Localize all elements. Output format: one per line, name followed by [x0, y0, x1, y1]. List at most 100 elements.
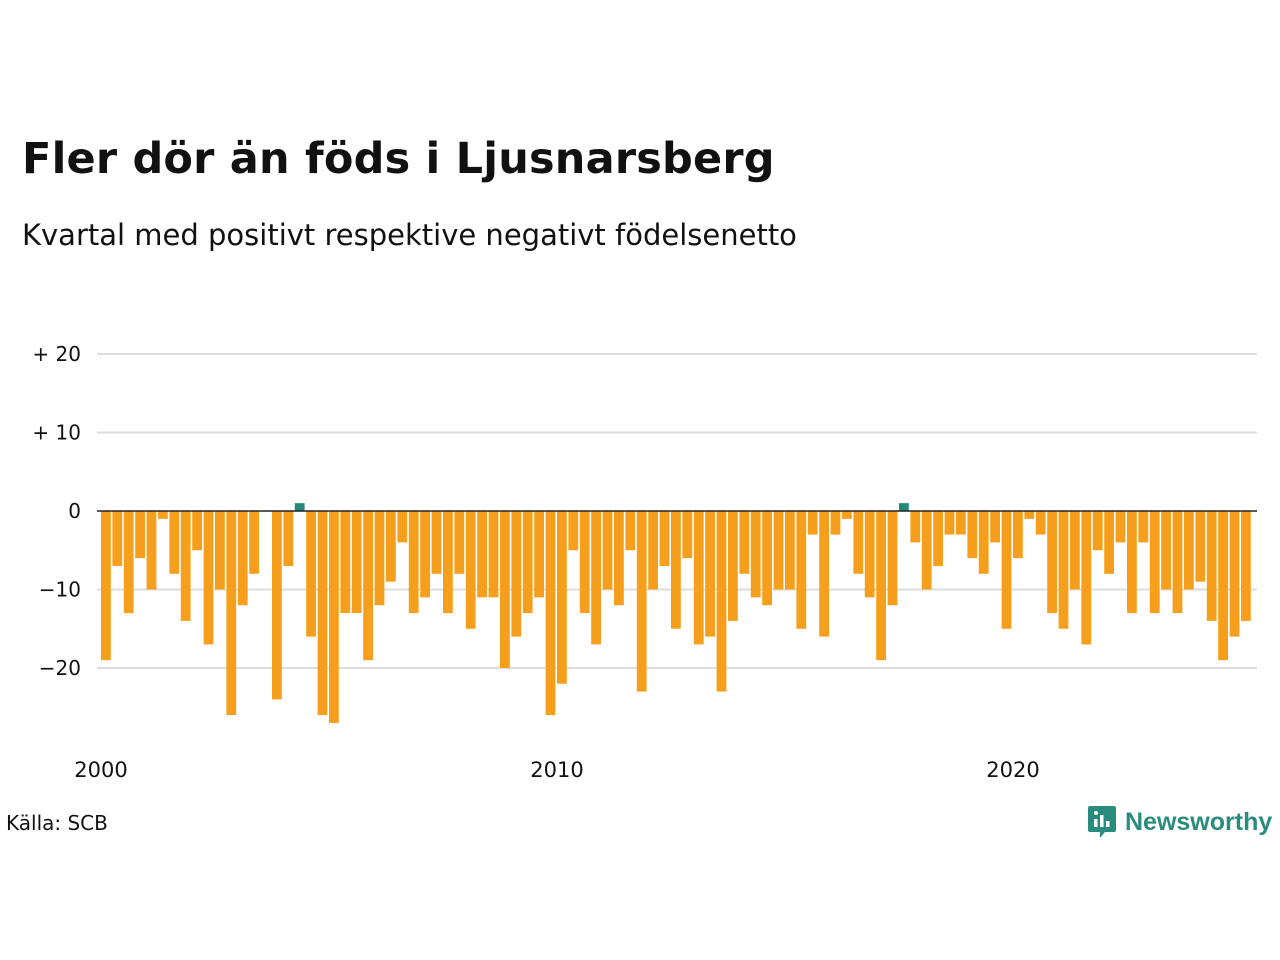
bar-negative: [1024, 511, 1035, 519]
bar-negative: [112, 511, 123, 566]
bar-negative: [420, 511, 430, 598]
bar-negative: [522, 511, 533, 614]
x-tick-label: 2000: [74, 758, 127, 782]
bar-negative: [215, 511, 225, 590]
bar-negative: [1195, 511, 1206, 582]
bar-negative: [226, 511, 237, 716]
bar-negative: [796, 511, 807, 629]
y-tick-label: −20: [39, 656, 81, 680]
bar-negative: [408, 511, 419, 614]
bar-negative: [568, 511, 579, 551]
bar-negative: [944, 511, 955, 535]
bar-negative: [693, 511, 704, 645]
newsworthy-logo: Newsworthy: [1087, 804, 1272, 840]
bar-negative: [671, 511, 681, 629]
bar-negative: [956, 511, 966, 535]
bar-negative: [443, 511, 453, 614]
bar-negative: [1127, 511, 1137, 614]
bar-negative: [785, 511, 795, 590]
bar-negative: [967, 511, 978, 559]
bar-negative: [830, 511, 841, 535]
bar-negative: [1241, 511, 1251, 621]
bar-negative: [545, 511, 556, 716]
y-tick-label: + 20: [32, 342, 81, 366]
bar-negative: [819, 511, 829, 637]
newsworthy-logo-icon: [1088, 806, 1116, 838]
bar-negative: [1092, 511, 1103, 551]
bar-negative: [636, 511, 647, 692]
bar-negative: [374, 511, 385, 606]
bar-negative: [1138, 511, 1149, 543]
bar-negative: [511, 511, 522, 637]
bar-negative: [317, 511, 328, 716]
bar-negative: [351, 511, 362, 614]
bar-negative: [386, 511, 396, 582]
bar-negative: [192, 511, 202, 551]
bar-negative: [728, 511, 738, 621]
bar-negative: [921, 511, 932, 590]
bar-negative: [488, 511, 499, 598]
bar-negative: [272, 511, 282, 700]
bar-negative: [1058, 511, 1069, 629]
y-tick-label: + 10: [32, 421, 81, 445]
x-tick-label: 2020: [986, 758, 1039, 782]
bar-negative: [1104, 511, 1114, 574]
bar-negative: [306, 511, 316, 637]
bar-negative: [477, 511, 487, 598]
bar-negative: [180, 511, 191, 621]
bar-positive: [899, 503, 909, 511]
bar-negative: [579, 511, 590, 614]
bar-negative: [1229, 511, 1240, 637]
x-tick-label: 2010: [530, 758, 583, 782]
bar-negative: [705, 511, 715, 637]
bar-negative: [876, 511, 886, 661]
bar-negative: [123, 511, 134, 614]
bar-negative: [237, 511, 248, 606]
y-tick-label: 0: [68, 499, 81, 523]
bar-negative: [910, 511, 921, 543]
bar-negative: [864, 511, 875, 598]
bar-negative: [169, 511, 180, 574]
source-label: Källa: SCB: [6, 811, 108, 835]
bar-negative: [853, 511, 864, 574]
bar-negative: [1206, 511, 1217, 621]
bar-negative: [602, 511, 613, 590]
bar-negative: [431, 511, 442, 574]
bar-positive: [294, 503, 305, 511]
bar-negative: [1184, 511, 1194, 590]
y-tick-label: −10: [39, 578, 81, 602]
bar-negative: [887, 511, 898, 606]
bar-negative: [1081, 511, 1092, 645]
bar-negative: [249, 511, 259, 574]
bar-negative: [1035, 511, 1046, 535]
bar-negative: [1161, 511, 1171, 590]
bar-negative: [978, 511, 989, 574]
bar-negative: [762, 511, 772, 606]
bar-negative: [500, 511, 510, 668]
bar-negative: [101, 511, 111, 661]
bars: [101, 503, 1251, 723]
bar-negative: [933, 511, 943, 566]
x-axis-ticks: 2000 2010 2020: [74, 758, 1039, 782]
bar-negative: [329, 511, 339, 723]
bar-negative: [203, 511, 214, 645]
bar-negative: [1047, 511, 1057, 614]
bar-negative: [397, 511, 408, 543]
bar-negative: [340, 511, 351, 614]
logo-text: Newsworthy: [1125, 807, 1273, 836]
bar-negative: [363, 511, 373, 661]
bar-negative: [1172, 511, 1183, 614]
bar-negative: [591, 511, 601, 645]
bar-negative: [1013, 511, 1023, 559]
bar-negative: [614, 511, 624, 606]
bar-negative: [158, 511, 168, 519]
bar-negative: [454, 511, 465, 574]
bar-negative: [648, 511, 658, 590]
bar-negative: [1001, 511, 1012, 629]
bar-negative: [773, 511, 784, 590]
bar-negative: [842, 511, 852, 519]
bar-negative: [625, 511, 636, 551]
bar-negative: [716, 511, 727, 692]
bar-negative: [659, 511, 670, 566]
bar-negative: [1115, 511, 1126, 543]
